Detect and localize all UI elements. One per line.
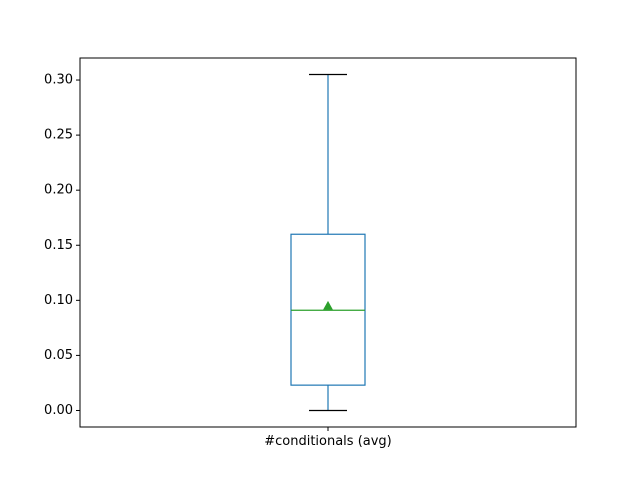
mean-marker: [323, 300, 333, 310]
y-tick-label: 0.15: [44, 238, 73, 253]
x-axis: #conditionals (avg): [264, 427, 392, 449]
y-tick-label: 0.00: [44, 403, 73, 418]
y-tick-label: 0.25: [44, 128, 73, 143]
y-tick-label: 0.20: [44, 183, 73, 198]
x-tick-label: #conditionals (avg): [264, 434, 392, 449]
y-tick-label: 0.05: [44, 348, 73, 363]
box-group: [290, 73, 366, 412]
y-tick-label: 0.10: [44, 293, 73, 308]
plot-area-frame: [79, 57, 577, 428]
y-tick-label: 0.30: [44, 73, 73, 88]
box-series: [290, 73, 366, 412]
y-axis: 0.00 0.05 0.10 0.15 0.20 0.25 0.30: [44, 73, 80, 418]
